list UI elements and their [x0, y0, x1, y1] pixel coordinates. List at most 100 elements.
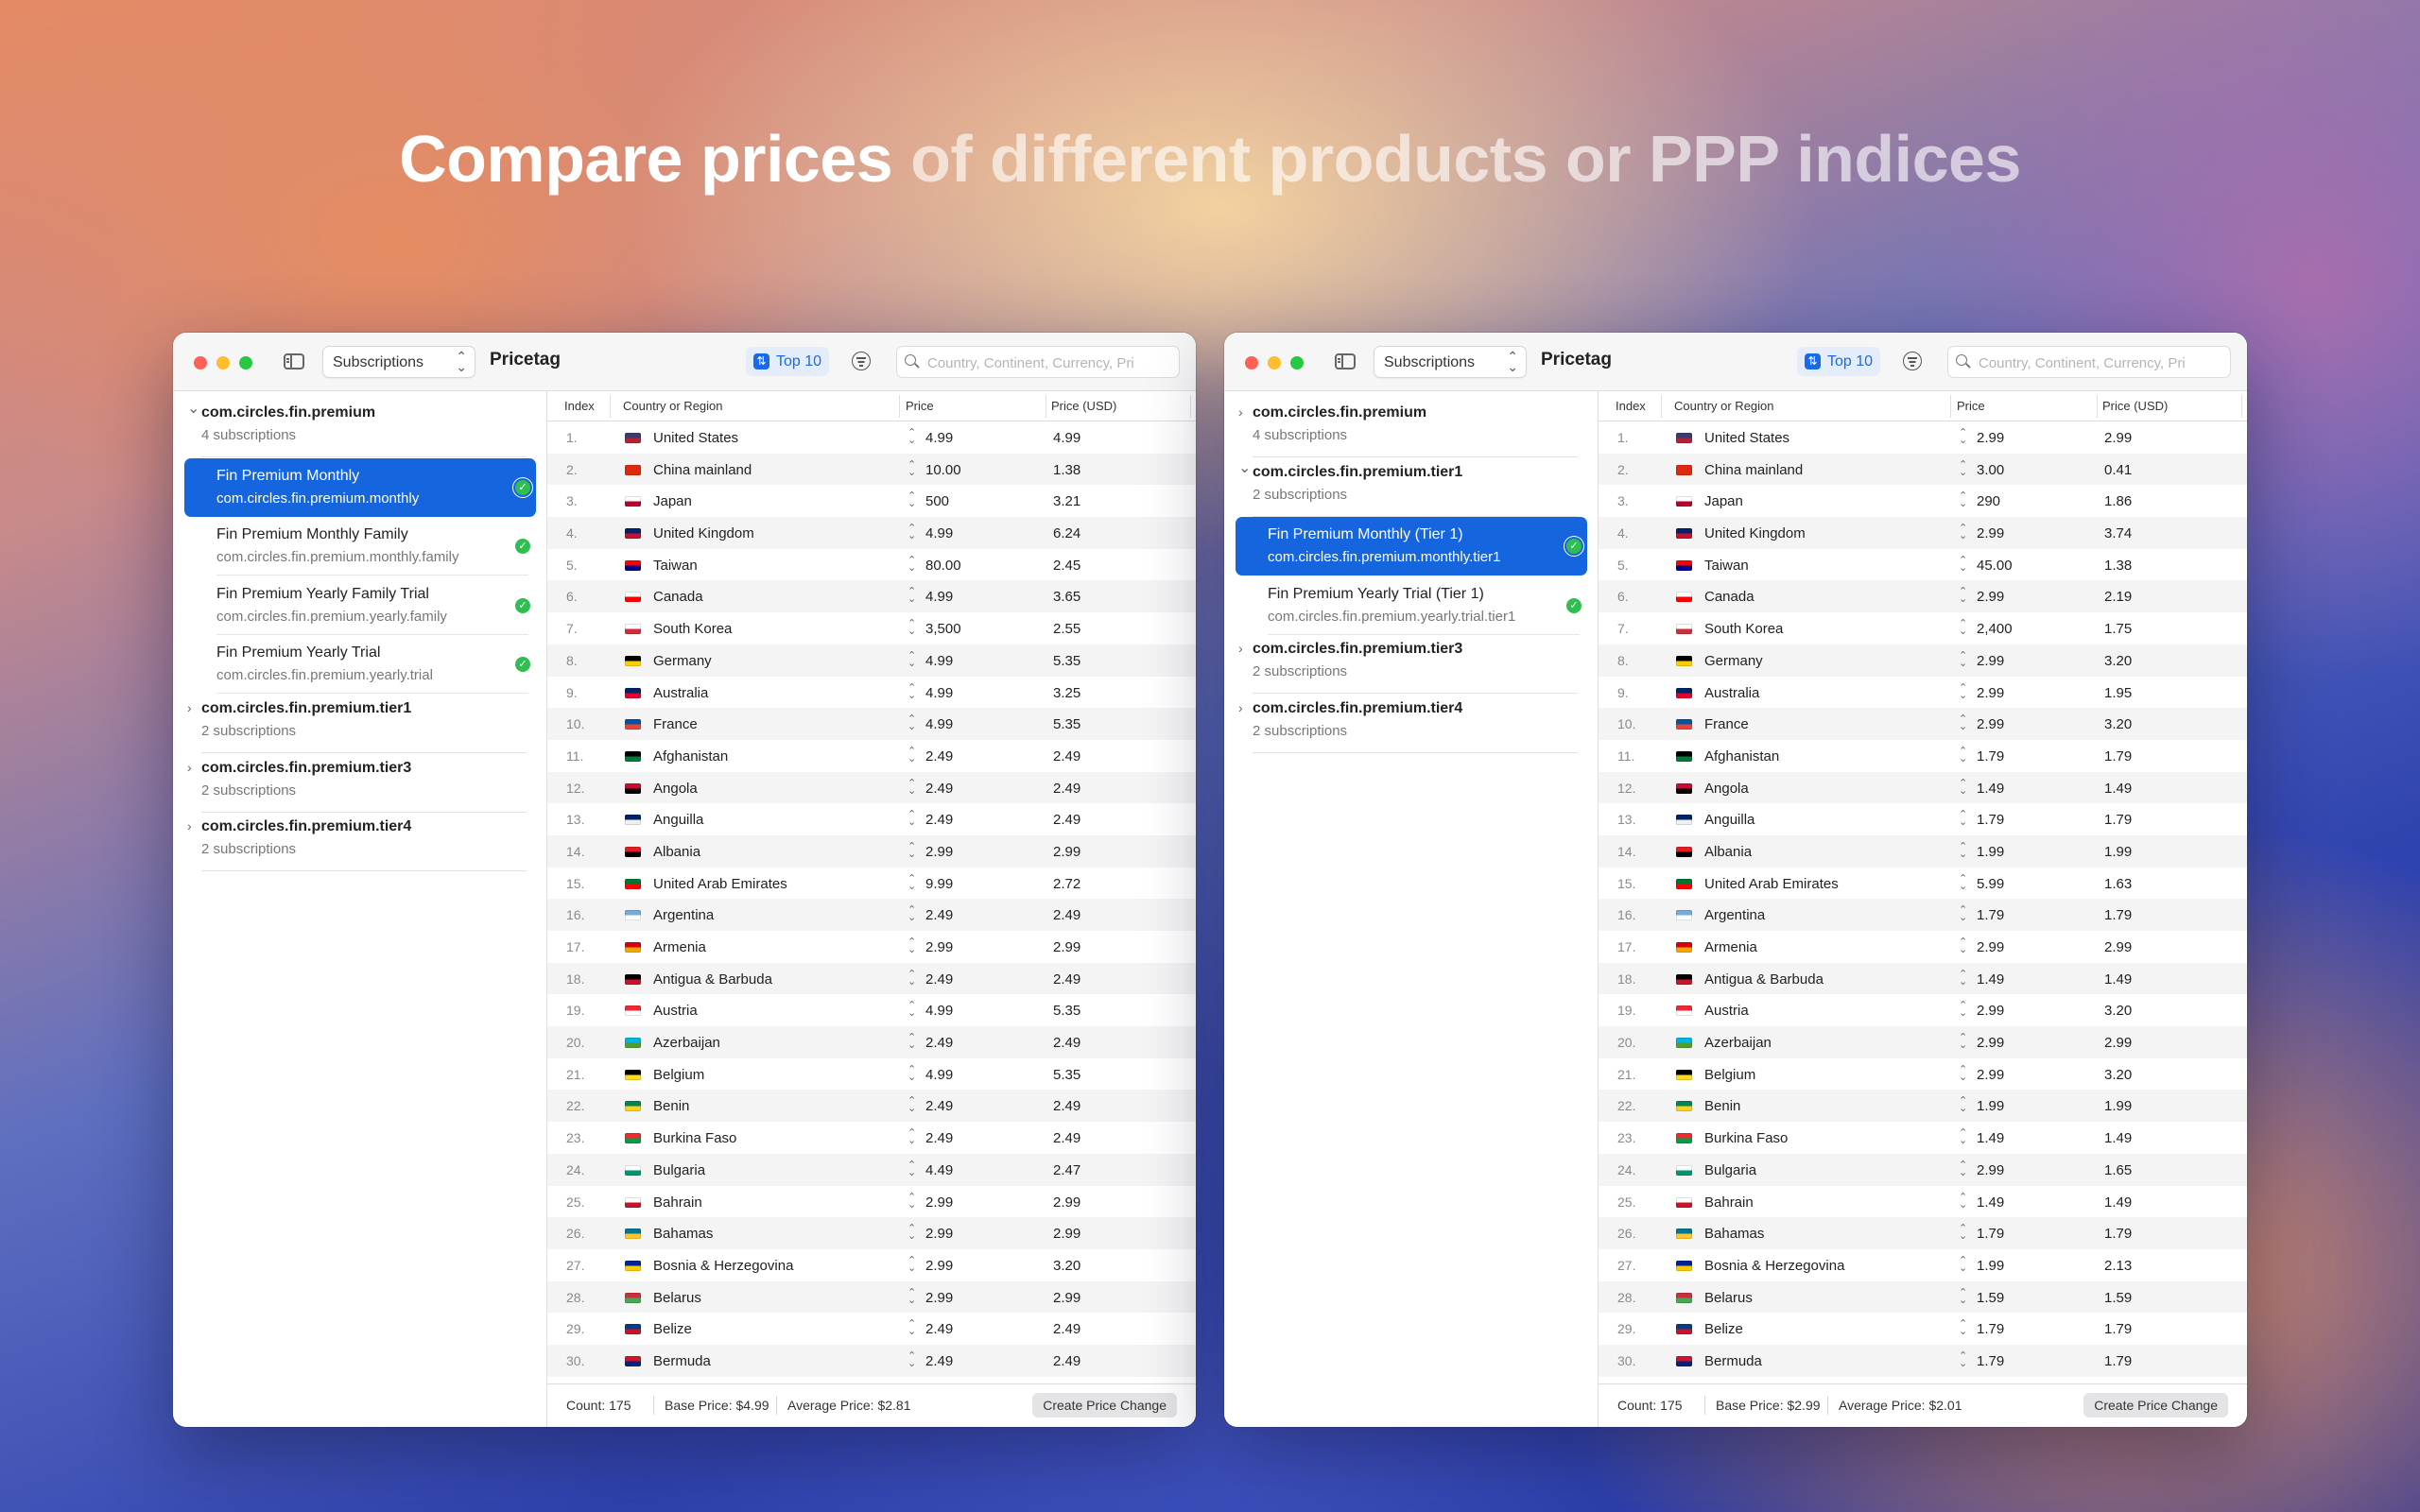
- subscription-item[interactable]: Fin Premium Yearly Family Trial com.circl…: [184, 576, 536, 635]
- price-stepper-icon[interactable]: ⌃ ⌄: [1959, 968, 1968, 988]
- price-stepper-icon[interactable]: ⌃ ⌄: [1959, 586, 1968, 606]
- table-row[interactable]: 19. Austria ⌃ ⌄ 4.99 5.35: [547, 994, 1196, 1026]
- subscription-item[interactable]: Fin Premium Monthly Family com.circles.fi…: [184, 517, 536, 576]
- table-row[interactable]: 1. United States ⌃ ⌄ 4.99 4.99: [547, 421, 1196, 454]
- price-stepper-icon[interactable]: ⌃ ⌄: [908, 427, 917, 446]
- price-value[interactable]: 2,400: [1977, 621, 2013, 638]
- price-value[interactable]: 1.99: [1977, 1257, 2005, 1274]
- price-stepper-icon[interactable]: ⌃ ⌄: [908, 523, 917, 542]
- table-row[interactable]: 3. Japan ⌃ ⌄ 290 1.86: [1599, 485, 2247, 517]
- price-stepper-icon[interactable]: ⌃ ⌄: [908, 745, 917, 765]
- price-value[interactable]: 45.00: [1977, 557, 2013, 574]
- price-column-header[interactable]: Price: [1957, 399, 1985, 413]
- product-group[interactable]: › com.circles.fin.premium.tier1 2 subscrip…: [184, 695, 534, 753]
- close-window-button[interactable]: [1245, 356, 1258, 369]
- price-value[interactable]: 4.99: [925, 430, 954, 446]
- price-value[interactable]: 4.99: [925, 1003, 954, 1020]
- price-stepper-icon[interactable]: ⌃ ⌄: [1959, 1159, 1968, 1178]
- price-value[interactable]: 4.49: [925, 1161, 954, 1178]
- price-stepper-icon[interactable]: ⌃ ⌄: [908, 1095, 917, 1115]
- chevron-right-icon[interactable]: ›: [187, 818, 192, 834]
- create-price-change-button[interactable]: Create Price Change: [1032, 1393, 1177, 1418]
- table-row[interactable]: 18. Antigua & Barbuda ⌃ ⌄ 2.49 2.49: [547, 962, 1196, 995]
- price-stepper-icon[interactable]: ⌃ ⌄: [908, 1349, 917, 1369]
- search-field[interactable]: [1947, 346, 2231, 378]
- table-row[interactable]: 7. South Korea ⌃ ⌄ 2,400 1.75: [1599, 612, 2247, 644]
- table-row[interactable]: 22. Benin ⌃ ⌄ 2.49 2.49: [547, 1090, 1196, 1123]
- table-row[interactable]: 9. Australia ⌃ ⌄ 4.99 3.25: [547, 677, 1196, 709]
- price-value[interactable]: 1.59: [1977, 1289, 2005, 1306]
- price-stepper-icon[interactable]: ⌃ ⌄: [908, 1063, 917, 1083]
- price-value[interactable]: 2.49: [925, 907, 954, 924]
- create-price-change-button[interactable]: Create Price Change: [2083, 1393, 2228, 1418]
- price-stepper-icon[interactable]: ⌃ ⌄: [1959, 427, 1968, 446]
- table-row[interactable]: 12. Angola ⌃ ⌄ 1.49 1.49: [1599, 771, 2247, 804]
- table-row[interactable]: 2. China mainland ⌃ ⌄ 10.00 1.38: [547, 453, 1196, 486]
- table-row[interactable]: 10. France ⌃ ⌄ 2.99 3.20: [1599, 708, 2247, 740]
- chevron-down-icon[interactable]: ⌄: [187, 401, 200, 417]
- subscription-item[interactable]: Fin Premium Monthly (Tier 1) com.circles.…: [1236, 517, 1587, 576]
- price-stepper-icon[interactable]: ⌃ ⌄: [1959, 904, 1968, 924]
- price-stepper-icon[interactable]: ⌃ ⌄: [908, 840, 917, 860]
- table-row[interactable]: 11. Afghanistan ⌃ ⌄ 1.79 1.79: [1599, 740, 2247, 772]
- table-row[interactable]: 23. Burkina Faso ⌃ ⌄ 2.49 2.49: [547, 1122, 1196, 1154]
- product-group[interactable]: › com.circles.fin.premium.tier3 2 subscrip…: [184, 754, 534, 813]
- chevron-down-icon[interactable]: ⌄: [1238, 459, 1252, 476]
- table-row[interactable]: 13. Anguilla ⌃ ⌄ 1.79 1.79: [1599, 803, 2247, 835]
- table-row[interactable]: 2. China mainland ⌃ ⌄ 3.00 0.41: [1599, 453, 2247, 486]
- usd-price-column-header[interactable]: Price (USD): [2102, 399, 2169, 413]
- price-stepper-icon[interactable]: ⌃ ⌄: [1959, 777, 1968, 797]
- table-row[interactable]: 18. Antigua & Barbuda ⌃ ⌄ 1.49 1.49: [1599, 962, 2247, 995]
- price-stepper-icon[interactable]: ⌃ ⌄: [1959, 1000, 1968, 1020]
- price-stepper-icon[interactable]: ⌃ ⌄: [908, 1223, 917, 1243]
- price-stepper-icon[interactable]: ⌃ ⌄: [1959, 554, 1968, 574]
- price-stepper-icon[interactable]: ⌃ ⌄: [908, 1318, 917, 1338]
- price-stepper-icon[interactable]: ⌃ ⌄: [908, 904, 917, 924]
- price-stepper-icon[interactable]: ⌃ ⌄: [908, 1286, 917, 1306]
- filter-icon[interactable]: [1903, 352, 1922, 370]
- price-column-header[interactable]: Price: [906, 399, 934, 413]
- price-value[interactable]: 3.00: [1977, 461, 2005, 478]
- table-row[interactable]: 9. Australia ⌃ ⌄ 2.99 1.95: [1599, 677, 2247, 709]
- product-type-popup[interactable]: Subscriptions ⌃ ⌄: [1374, 346, 1527, 378]
- subscription-item[interactable]: Fin Premium Monthly com.circles.fin.premi…: [184, 457, 536, 517]
- table-row[interactable]: 15. United Arab Emirates ⌃ ⌄ 5.99 1.63: [1599, 868, 2247, 900]
- price-value[interactable]: 2.49: [925, 1321, 954, 1338]
- price-value[interactable]: 2.99: [1977, 939, 2005, 955]
- price-stepper-icon[interactable]: ⌃ ⌄: [1959, 809, 1968, 829]
- table-row[interactable]: 17. Armenia ⌃ ⌄ 2.99 2.99: [1599, 931, 2247, 963]
- price-value[interactable]: 3,500: [925, 621, 961, 638]
- product-group[interactable]: › com.circles.fin.premium.tier4 2 subscrip…: [184, 813, 534, 872]
- price-value[interactable]: 10.00: [925, 461, 961, 478]
- table-row[interactable]: 27. Bosnia & Herzegovina ⌃ ⌄ 2.99 3.20: [547, 1249, 1196, 1281]
- top-10-toggle[interactable]: ⇅ Top 10: [746, 347, 829, 376]
- table-row[interactable]: 24. Bulgaria ⌃ ⌄ 2.99 1.65: [1599, 1153, 2247, 1186]
- product-group[interactable]: › com.circles.fin.premium.tier4 2 subscrip…: [1236, 695, 1585, 753]
- table-row[interactable]: 19. Austria ⌃ ⌄ 2.99 3.20: [1599, 994, 2247, 1026]
- price-value[interactable]: 2.99: [1977, 684, 2005, 701]
- country-column-header[interactable]: Country or Region: [623, 399, 723, 413]
- price-stepper-icon[interactable]: ⌃ ⌄: [908, 809, 917, 829]
- price-value[interactable]: 2.99: [925, 939, 954, 955]
- price-value[interactable]: 2.49: [925, 812, 954, 829]
- index-column-header[interactable]: Index: [564, 399, 595, 413]
- table-row[interactable]: 12. Angola ⌃ ⌄ 2.49 2.49: [547, 771, 1196, 804]
- price-value[interactable]: 1.99: [1977, 1098, 2005, 1115]
- price-stepper-icon[interactable]: ⌃ ⌄: [908, 458, 917, 478]
- zoom-window-button[interactable]: [1290, 356, 1304, 369]
- price-stepper-icon[interactable]: ⌃ ⌄: [908, 968, 917, 988]
- price-stepper-icon[interactable]: ⌃ ⌄: [1959, 1223, 1968, 1243]
- price-value[interactable]: 2.49: [925, 780, 954, 797]
- price-value[interactable]: 2.99: [925, 1194, 954, 1211]
- price-value[interactable]: 2.49: [925, 1098, 954, 1115]
- price-value[interactable]: 1.49: [1977, 971, 2005, 988]
- price-stepper-icon[interactable]: ⌃ ⌄: [908, 713, 917, 733]
- price-value[interactable]: 80.00: [925, 557, 961, 574]
- search-input[interactable]: [1977, 352, 2226, 373]
- price-stepper-icon[interactable]: ⌃ ⌄: [1959, 1286, 1968, 1306]
- table-row[interactable]: 30. Bermuda ⌃ ⌄ 2.49 2.49: [547, 1344, 1196, 1377]
- price-value[interactable]: 4.99: [925, 716, 954, 733]
- price-value[interactable]: 4.99: [925, 1066, 954, 1083]
- product-group[interactable]: › com.circles.fin.premium.tier3 2 subscrip…: [1236, 635, 1585, 695]
- price-stepper-icon[interactable]: ⌃ ⌄: [1959, 618, 1968, 638]
